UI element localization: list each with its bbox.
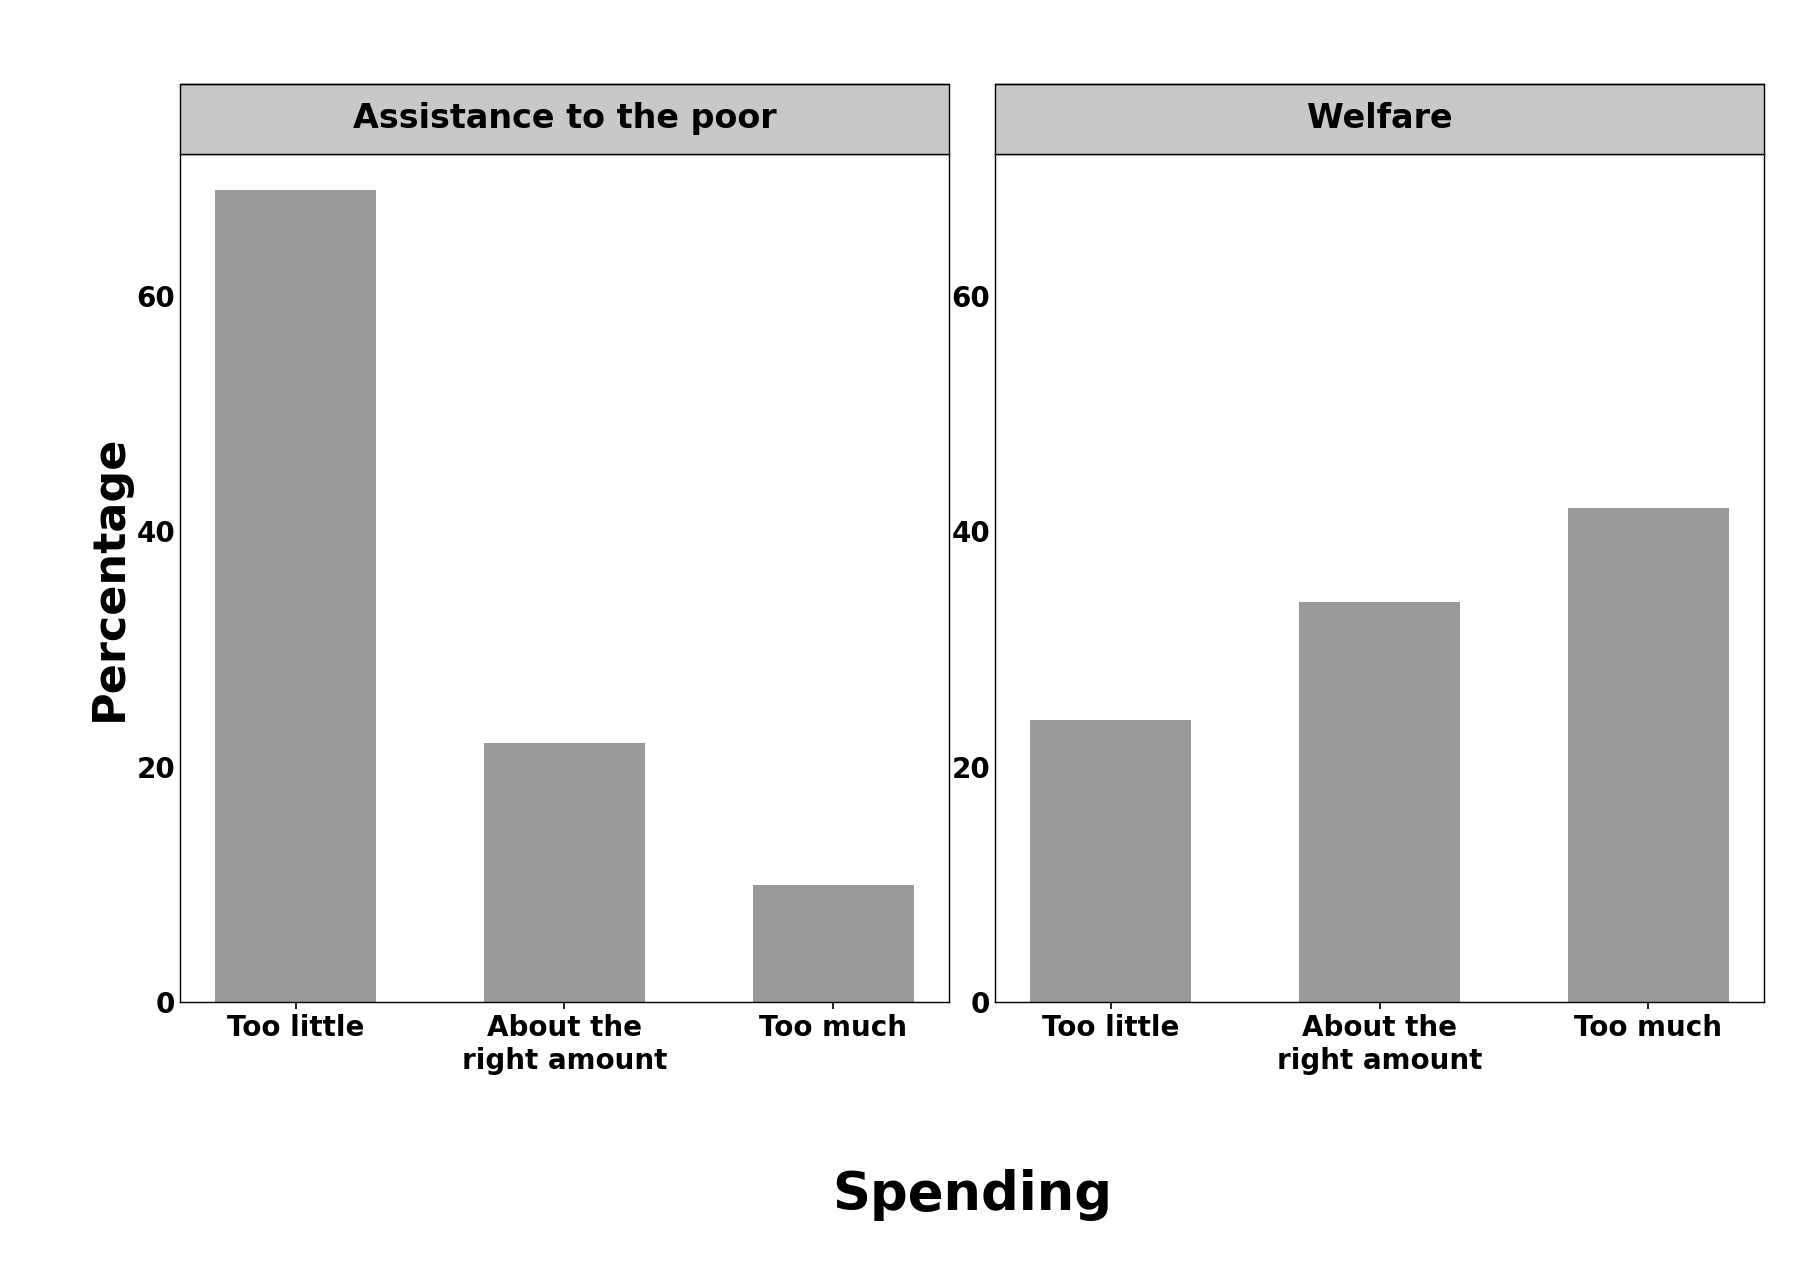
Bar [752,884,914,1002]
Bar [1568,508,1730,1002]
Text: Spending: Spending [832,1169,1112,1221]
Bar [214,190,376,1002]
Bar [1300,601,1460,1002]
Text: Assistance to the poor: Assistance to the poor [353,103,776,135]
Y-axis label: Percentage: Percentage [88,436,131,721]
Bar [1030,720,1192,1002]
Bar [484,743,644,1002]
Text: Welfare: Welfare [1307,103,1453,135]
